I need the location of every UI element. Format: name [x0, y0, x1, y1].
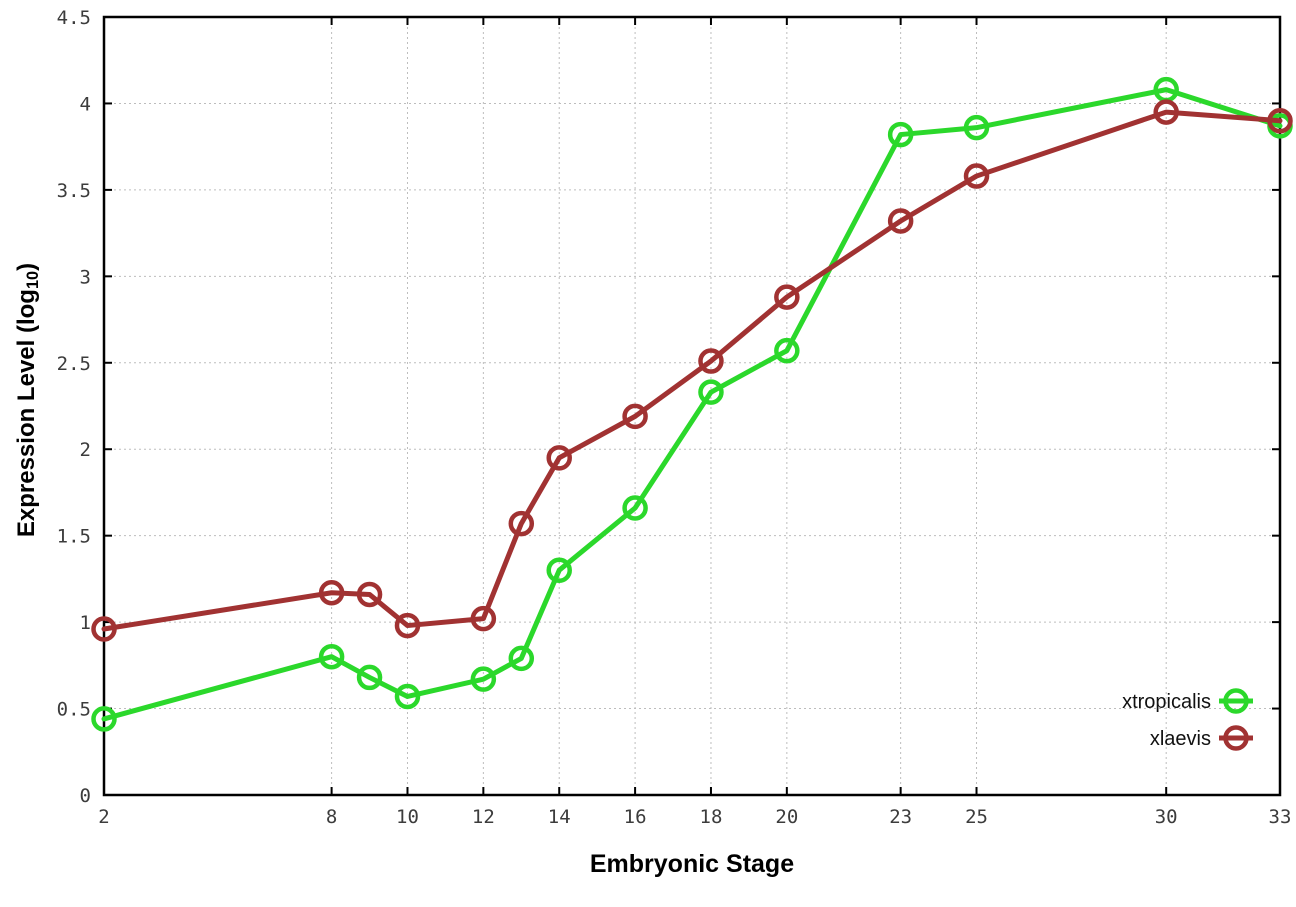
x-tick-label: 30 [1155, 806, 1178, 828]
x-tick-label: 25 [965, 806, 988, 828]
data-point-marker-xtropicalis [91, 706, 117, 732]
y-tick-label: 2.5 [57, 353, 91, 375]
data-point-marker-xtropicalis [774, 337, 800, 364]
legend-entry-xlaevis: xlaevis [1150, 725, 1253, 751]
y-tick-label: 1 [80, 612, 91, 634]
data-point-marker-xlaevis [887, 208, 914, 234]
data-point-marker-xlaevis [508, 510, 535, 537]
y-tick-label: 1.5 [57, 526, 91, 548]
data-point-marker-xlaevis [91, 616, 117, 642]
data-point-marker-xtropicalis [887, 121, 914, 148]
series-line-xlaevis [101, 109, 1283, 632]
legend-sample-marker [1223, 688, 1249, 714]
x-tick-label: 33 [1269, 806, 1292, 828]
data-point-marker-xlaevis [698, 348, 724, 374]
x-tick-label: 12 [472, 806, 495, 828]
y-tick-label: 3.5 [57, 180, 91, 202]
plot-border [102, 15, 1282, 797]
series-xlaevis [91, 99, 1293, 642]
x-tick-label: 8 [326, 806, 337, 828]
data-point-marker-xtropicalis [318, 643, 345, 670]
x-tick-label: 2 [98, 806, 109, 828]
y-tick-label: 3 [80, 266, 91, 288]
data-point-marker-xtropicalis [470, 666, 497, 692]
data-point-marker-xlaevis [394, 612, 421, 639]
data-point-marker-xtropicalis [622, 495, 648, 521]
x-tick-label: 20 [775, 806, 798, 828]
data-point-marker-xtropicalis [546, 557, 572, 583]
y-axis-title: Expression Level (log10) [13, 262, 43, 538]
data-point-marker-xlaevis [1153, 99, 1179, 125]
legend-entry-xtropicalis: xtropicalis [1122, 688, 1253, 714]
data-point-marker-xlaevis [622, 403, 648, 430]
data-point-marker-xtropicalis [963, 114, 990, 141]
data-point-marker-xlaevis [1267, 107, 1293, 134]
legend: xtropicalis xlaevis [1122, 688, 1253, 751]
x-tick-label: 23 [889, 806, 912, 828]
y-tick-label: 4 [80, 93, 91, 115]
data-point-marker-xtropicalis [698, 379, 724, 405]
x-axis-title: Embryonic Stage [589, 850, 795, 878]
y-tick-label: 0 [80, 785, 91, 807]
data-point-marker-xtropicalis [508, 645, 535, 672]
tick-labels: 2 8 10 12 14 16 18 20 23 25 30 33 0 0.5 1 1.5 2 2.5 3 3.5 4 4… [57, 7, 1292, 828]
data-point-marker-xlaevis [318, 579, 345, 606]
legend-label: xtropicalis [1122, 691, 1211, 713]
x-tick-label: 18 [700, 806, 723, 828]
x-tick-label: 10 [396, 806, 419, 828]
y-axis-title-subscript: 10 [24, 270, 43, 290]
legend-sample-marker [1223, 725, 1249, 751]
y-axis-title-suffix: ) [13, 262, 40, 271]
data-point-marker-xtropicalis [356, 664, 383, 691]
y-tick-label: 4.5 [57, 7, 91, 29]
data-point-marker-xlaevis [470, 605, 497, 632]
legend-label: xlaevis [1150, 728, 1211, 750]
data-point-marker-xlaevis [963, 163, 990, 189]
y-axis-title-prefix: Expression Level (log [13, 289, 40, 538]
data-point-marker-xlaevis [546, 445, 572, 471]
data-point-marker-xlaevis [774, 284, 800, 310]
data-point-marker-xlaevis [356, 581, 383, 608]
y-tick-label: 2 [80, 439, 91, 461]
x-tick-label: 16 [624, 806, 647, 828]
data-point-marker-xtropicalis [394, 683, 421, 710]
x-tick-label: 14 [548, 806, 571, 828]
y-tick-label: 0.5 [57, 699, 91, 721]
